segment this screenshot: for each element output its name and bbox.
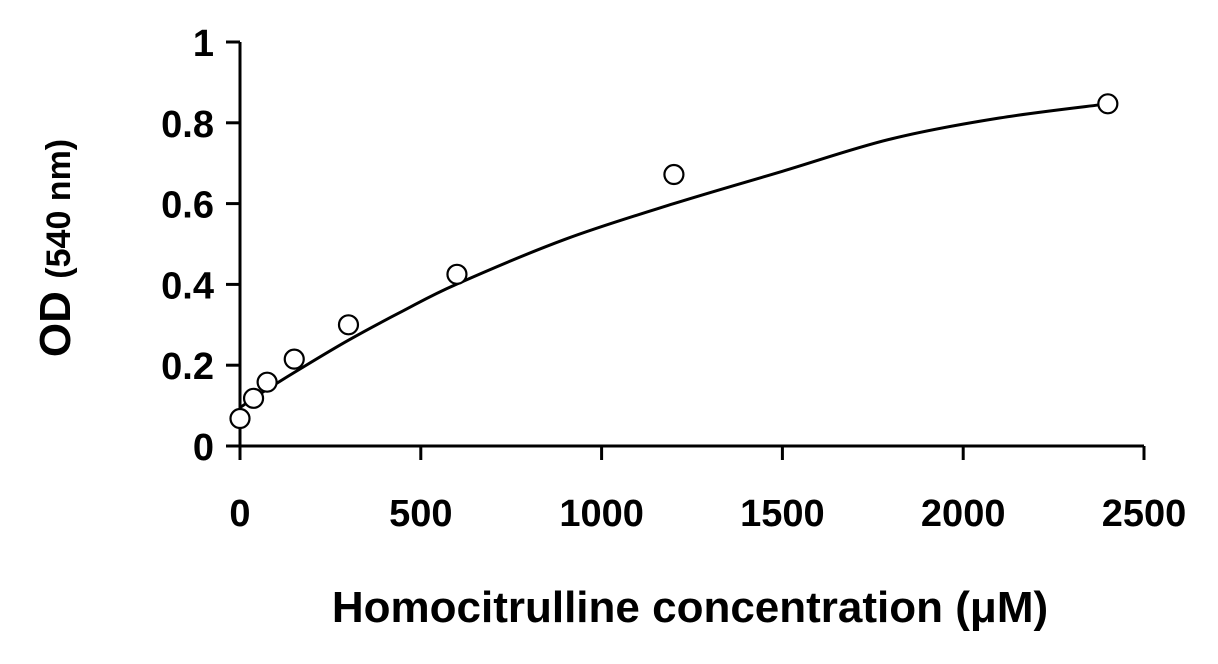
axes: [226, 42, 1144, 448]
y-tick-label: 0.2: [161, 346, 214, 388]
x-axis-title: Homocitrulline concentration (μM): [332, 583, 1048, 632]
data-point: [229, 407, 251, 430]
y-tick-label: 1: [193, 23, 214, 65]
y-tick-label: 0: [193, 427, 214, 469]
y-axis-title-main: OD: [31, 291, 80, 357]
x-tick-label: 0: [229, 493, 250, 535]
data-points: [229, 93, 1119, 430]
x-tick-label: 500: [389, 493, 452, 535]
x-tick-label: 2500: [1102, 493, 1187, 535]
y-axis-title-unit: (540 nm): [40, 139, 78, 279]
x-tick-label: 1500: [740, 493, 825, 535]
y-axis-ticks: 0 0.2 0.4 0.6 0.8 1: [161, 23, 240, 469]
data-point: [283, 348, 305, 370]
data-point: [256, 371, 278, 393]
x-tick-label: 1000: [559, 493, 644, 535]
fit-curve: [239, 102, 1108, 409]
data-point: [242, 387, 265, 409]
x-tick-label: 2000: [921, 493, 1006, 535]
data-point: [1097, 93, 1119, 115]
data-point: [446, 263, 468, 285]
y-tick-label: 0.8: [161, 104, 214, 146]
y-axis-title: OD (540 nm): [31, 139, 80, 357]
y-tick-label: 0.6: [161, 185, 214, 227]
y-tick-label: 0.4: [161, 265, 214, 307]
data-point: [337, 314, 360, 336]
data-point: [663, 163, 685, 186]
x-axis-ticks: 0 500 1000 1500 2000 2500: [229, 446, 1186, 535]
